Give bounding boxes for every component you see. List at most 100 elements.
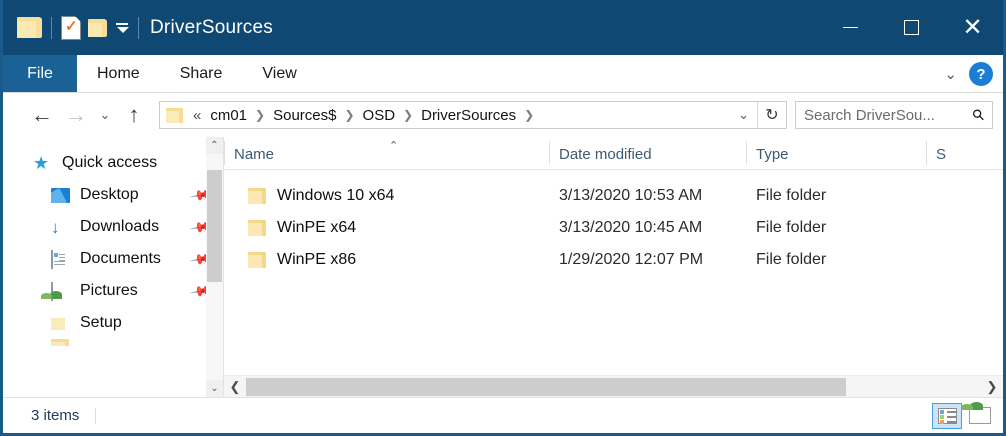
expand-ribbon-chevron-icon[interactable]: ⌄ <box>944 66 957 83</box>
scroll-down-button[interactable]: ⌄ <box>206 380 223 397</box>
file-name-label: WinPE x64 <box>277 219 357 236</box>
back-button[interactable]: ← <box>31 102 53 127</box>
file-name-cell[interactable]: Windows 10 x64 <box>224 187 549 205</box>
maximize-button[interactable] <box>881 0 942 55</box>
large-icons-view-button[interactable] <box>960 401 995 429</box>
sidebar-item-label: Setup <box>80 314 122 331</box>
scroll-track[interactable] <box>246 376 981 398</box>
search-input[interactable]: Search DriverSou... <box>804 106 935 124</box>
breadcrumb-bar[interactable]: « cm01 ❯ Sources$ ❯ OSD ❯ DriverSources … <box>159 101 787 129</box>
column-header-size[interactable]: S <box>926 137 986 169</box>
details-view-icon <box>937 407 957 424</box>
breadcrumb-overflow-icon[interactable]: « <box>193 106 202 124</box>
scroll-track[interactable] <box>206 154 223 380</box>
tab-file[interactable]: File <box>3 55 77 92</box>
tab-view[interactable]: View <box>262 64 297 82</box>
file-list-horizontal-scrollbar[interactable]: ❮ ❯ <box>224 375 1003 397</box>
documents-icon <box>51 249 70 269</box>
column-header-name[interactable]: Name <box>224 137 549 169</box>
sidebar-item-desktop[interactable]: Desktop 📌 <box>3 179 223 211</box>
quick-access-toolbar: ✓ <box>61 15 129 40</box>
breadcrumb-item-cm01[interactable]: cm01 <box>210 106 248 124</box>
ribbon-tab-bar: File Home Share View ⌄ ? <box>3 55 1003 93</box>
window-controls: ✕ <box>820 0 1003 55</box>
title-divider-1 <box>51 16 52 39</box>
explorer-body: ★ Quick access Desktop 📌 ↓ Downloads 📌 D… <box>3 137 1003 397</box>
sidebar-item-label: Downloads <box>80 218 160 235</box>
close-button[interactable]: ✕ <box>942 0 1003 55</box>
window-folder-icon <box>17 17 42 38</box>
up-button[interactable]: ↑ <box>128 102 140 127</box>
large-icons-view-icon <box>960 401 991 424</box>
sidebar-item-pictures[interactable]: Pictures 📌 <box>3 275 223 307</box>
forward-button: → <box>65 102 87 127</box>
search-icon: ⚲ <box>968 105 989 126</box>
tab-share[interactable]: Share <box>179 64 223 82</box>
scroll-thumb[interactable] <box>246 377 846 396</box>
file-name-label: WinPE x86 <box>277 251 357 268</box>
file-list-view: ⌃ Name Date modified Type S Windows 10 x… <box>224 137 1003 397</box>
sidebar-item-setup[interactable]: Setup <box>3 307 223 339</box>
tab-home[interactable]: Home <box>97 64 140 82</box>
file-type-cell: File folder <box>756 187 827 204</box>
status-separator <box>95 407 97 424</box>
sidebar-item-label: Pictures <box>80 282 138 299</box>
minimize-button[interactable] <box>820 0 881 55</box>
table-row[interactable]: WinPE x86 1/29/2020 12:07 PM File folder <box>224 244 1003 276</box>
sidebar-item-partial[interactable] <box>3 339 223 353</box>
folder-icon <box>248 188 266 204</box>
refresh-button[interactable]: ↻ <box>765 107 779 124</box>
new-folder-icon[interactable] <box>88 18 107 37</box>
folder-icon <box>248 220 266 236</box>
table-row[interactable]: WinPE x64 3/13/2020 10:45 AM File folder <box>224 212 1003 244</box>
breadcrumb-separator-1[interactable]: ❯ <box>255 108 266 122</box>
sidebar-item-label: Desktop <box>80 186 139 203</box>
item-count-label: 3 items <box>31 407 80 424</box>
star-icon: ★ <box>33 152 50 173</box>
title-bar: ✓ DriverSources ✕ <box>3 0 1003 55</box>
details-view-button[interactable] <box>932 402 962 429</box>
navigation-pane-scrollbar[interactable]: ⌃ ⌄ <box>206 137 223 397</box>
recent-locations-button[interactable]: ⌄ <box>99 107 111 122</box>
downloads-icon: ↓ <box>51 217 60 237</box>
pictures-icon <box>41 281 70 301</box>
search-box[interactable]: Search DriverSou... ⚲ <box>795 101 993 129</box>
desktop-icon <box>51 187 70 203</box>
scroll-thumb[interactable] <box>207 170 222 282</box>
breadcrumb-item-osd[interactable]: OSD <box>362 106 396 124</box>
address-dropdown-icon[interactable]: ⌄ <box>738 107 749 122</box>
file-name-cell[interactable]: WinPE x86 <box>224 251 549 269</box>
scroll-up-button[interactable]: ⌃ <box>206 137 223 154</box>
breadcrumb-separator-4[interactable]: ❯ <box>524 108 535 122</box>
sidebar-item-downloads[interactable]: ↓ Downloads 📌 <box>3 211 223 243</box>
table-row[interactable]: Windows 10 x64 3/13/2020 10:53 AM File f… <box>224 180 1003 212</box>
file-rows: Windows 10 x64 3/13/2020 10:53 AM File f… <box>224 170 1003 375</box>
scroll-right-button[interactable]: ❯ <box>986 378 998 394</box>
sidebar-item-quick-access[interactable]: ★ Quick access <box>3 147 223 179</box>
title-bar-left: ✓ DriverSources <box>3 15 273 40</box>
column-header-row: ⌃ Name Date modified Type S <box>224 137 1003 170</box>
breadcrumb-item-driversources[interactable]: DriverSources <box>421 106 517 124</box>
help-button[interactable]: ? <box>969 62 993 86</box>
scroll-left-button[interactable]: ❮ <box>229 378 241 394</box>
breadcrumb-folder-icon <box>166 107 183 123</box>
pane-divider[interactable] <box>223 137 224 397</box>
breadcrumb-separator-2[interactable]: ❯ <box>344 108 355 122</box>
title-divider-2 <box>138 16 139 39</box>
column-header-date-modified[interactable]: Date modified <box>549 137 746 169</box>
properties-icon[interactable]: ✓ <box>61 15 81 40</box>
column-header-type[interactable]: Type <box>746 137 926 169</box>
sidebar-item-documents[interactable]: Documents 📌 <box>3 243 223 275</box>
address-bar: ← → ⌄ ↑ « cm01 ❯ Sources$ ❯ OSD ❯ Driver… <box>3 93 1003 137</box>
breadcrumb: « cm01 ❯ Sources$ ❯ OSD ❯ DriverSources … <box>160 105 730 126</box>
sidebar-item-label: Documents <box>80 250 161 267</box>
file-date-cell: 3/13/2020 10:45 AM <box>559 219 703 236</box>
file-type-cell: File folder <box>756 251 827 268</box>
window-title: DriverSources <box>150 16 273 38</box>
folder-icon <box>51 339 69 346</box>
customize-quick-access-chevron-icon[interactable] <box>114 22 129 33</box>
breadcrumb-separator-3[interactable]: ❯ <box>403 108 414 122</box>
breadcrumb-item-sources[interactable]: Sources$ <box>273 106 337 124</box>
file-name-cell[interactable]: WinPE x64 <box>224 219 549 237</box>
